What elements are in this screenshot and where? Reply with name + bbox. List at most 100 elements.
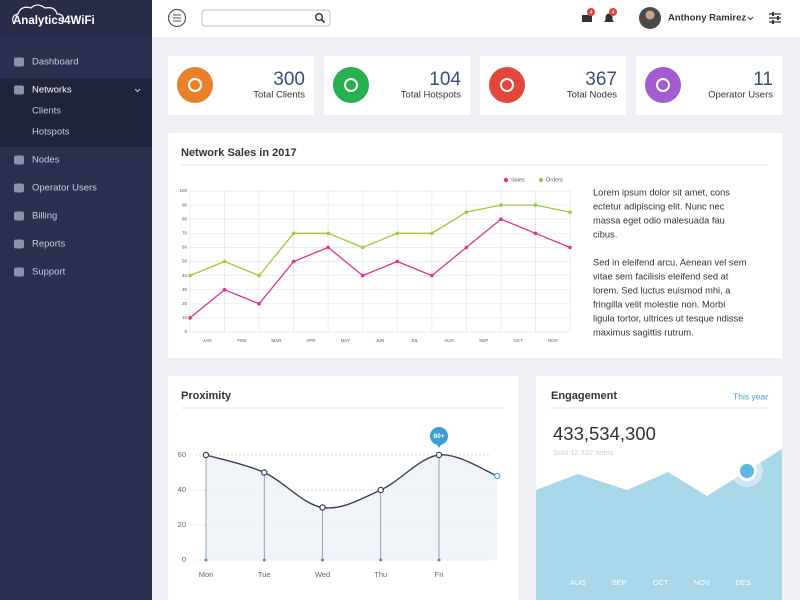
stat-icon	[333, 67, 369, 103]
nav-chevron	[134, 88, 141, 93]
stat-glyph	[500, 78, 514, 92]
y-tick-label: 100	[179, 188, 187, 193]
mail-icon[interactable]	[582, 15, 592, 22]
card-title: Proximity	[181, 390, 232, 402]
active-section	[0, 78, 152, 147]
y-tick-label: 80	[182, 216, 188, 221]
stat-glyph	[344, 78, 358, 92]
engagement-subtitle: Sold 12,332 Items	[553, 448, 614, 457]
legend-marker	[503, 177, 509, 183]
nav-item[interactable]: Support	[32, 267, 66, 278]
data-point	[222, 259, 227, 264]
paragraph-line: cibus.	[593, 229, 617, 239]
nav-subitem[interactable]: Clients	[32, 106, 61, 117]
stat-glyph	[188, 78, 202, 92]
x-tick-label: JUN	[376, 338, 385, 343]
data-point	[568, 245, 572, 250]
annotation-bubble	[430, 427, 448, 445]
paragraph-line: fringilla velit molestie non. Morbi	[593, 299, 725, 309]
stat-label: Operator Users	[708, 90, 773, 101]
month-label: DES	[735, 578, 750, 587]
menu-icon	[173, 14, 181, 22]
nav-icon	[14, 85, 24, 95]
data-point	[430, 273, 434, 278]
x-tick-label: Fri	[435, 570, 444, 579]
data-point	[291, 231, 296, 236]
legend-label: Sales	[511, 177, 525, 183]
y-tick-label: 20	[182, 301, 188, 306]
month-label: OCT	[653, 578, 669, 587]
nav-item[interactable]: Billing	[32, 211, 57, 222]
x-tick-label: MAR	[271, 338, 282, 343]
baseline-dot	[321, 558, 324, 562]
data-point	[377, 486, 384, 494]
data-point	[257, 302, 261, 306]
settings-knob	[777, 16, 779, 20]
x-tick-label: Mon	[199, 570, 214, 579]
nav-item[interactable]: Networks	[32, 85, 72, 96]
badge	[609, 8, 617, 16]
nav-item[interactable]: Nodes	[32, 155, 60, 166]
stat-glyph	[656, 78, 670, 92]
menu-button[interactable]	[167, 8, 187, 28]
settings-knob	[772, 12, 774, 16]
search-box[interactable]	[201, 9, 331, 27]
x-tick-label: OCT	[513, 338, 523, 343]
data-point	[430, 231, 434, 236]
nav-item[interactable]: Dashboard	[32, 57, 78, 68]
x-tick-label: JAN	[203, 338, 212, 343]
y-tick-label: 60	[182, 245, 188, 250]
x-tick-label: Wed	[315, 570, 330, 579]
y-tick-label: 0	[184, 329, 187, 334]
x-tick-label: NOV	[548, 338, 558, 343]
baseline-dot	[262, 558, 266, 562]
x-tick-label: AUG	[444, 338, 454, 343]
annotation-label: 60+	[433, 433, 444, 440]
nav-icon	[14, 239, 24, 249]
data-point	[360, 245, 365, 250]
user-chevron	[747, 16, 754, 21]
nav-icon	[14, 155, 24, 165]
nav-item[interactable]: Operator Users	[32, 183, 97, 194]
data-point	[202, 451, 210, 459]
nav-item[interactable]: Reports	[32, 239, 66, 250]
paragraph-line: lorem. Sed luctus euismod mhi, a	[593, 285, 731, 295]
paragraph-line: vitae sem facilisis eleifend sed at	[593, 271, 729, 281]
paragraph-line: maximus sagittis rutrum.	[593, 327, 694, 337]
user-name[interactable]: Anthony Ramirez	[668, 13, 746, 24]
data-point	[261, 469, 268, 476]
data-point	[326, 231, 330, 236]
baseline-dot	[437, 558, 441, 562]
stat-icon	[489, 67, 525, 103]
engagement-area	[536, 449, 782, 600]
nav-icon	[14, 57, 24, 67]
data-point	[188, 316, 192, 320]
search-icon[interactable]	[315, 12, 324, 21]
stat-value: 367	[585, 69, 617, 90]
y-tick-label: 10	[182, 315, 188, 320]
y-tick-label: 30	[182, 287, 188, 292]
x-tick-label: JUL	[411, 338, 419, 343]
data-point	[499, 217, 503, 221]
y-tick-label: 90	[182, 202, 188, 207]
data-point	[257, 273, 261, 278]
baseline-dot	[379, 558, 383, 562]
paragraph-line: ectetur adipiscing elit. Nunc nec	[593, 201, 725, 211]
period-filter[interactable]: This year	[733, 391, 768, 401]
month-label: NOV	[694, 578, 710, 587]
data-point	[499, 203, 503, 207]
logo-area	[0, 0, 152, 38]
y-tick-label: 0	[182, 555, 186, 564]
nav-icon	[14, 267, 24, 277]
data-point	[533, 231, 538, 236]
x-tick-label: Tue	[258, 570, 271, 579]
highlight-dot	[740, 464, 754, 478]
x-tick-label: MAY	[341, 338, 350, 343]
stat-label: Total Nodes	[567, 90, 617, 101]
baseline-dot	[204, 558, 208, 562]
search-icon-handle	[320, 18, 326, 24]
paragraph-line: massa eget odio malesuada fau	[593, 215, 725, 225]
nav-subitem[interactable]: Hotspots	[32, 127, 70, 138]
y-tick-label: 50	[182, 259, 188, 264]
